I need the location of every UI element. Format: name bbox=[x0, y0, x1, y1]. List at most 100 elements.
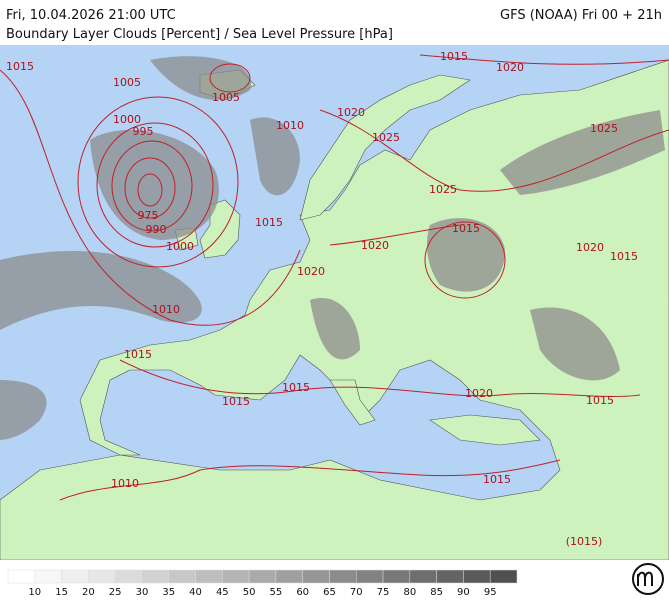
cloud-area bbox=[150, 56, 252, 100]
legend-swatch bbox=[248, 569, 277, 584]
isobar-label: 1025 bbox=[590, 122, 618, 135]
isobar bbox=[59, 459, 561, 501]
isobar-label: 1015 bbox=[483, 473, 511, 486]
legend-label: 75 bbox=[377, 587, 390, 598]
isobar-label: 1015 bbox=[610, 250, 638, 263]
cloud-area bbox=[500, 110, 665, 195]
cloud-area bbox=[250, 117, 300, 196]
legend-swatch bbox=[275, 569, 303, 584]
legend-swatch bbox=[302, 569, 330, 584]
isobar-label: 1020 bbox=[337, 106, 365, 119]
legend-label: 35 bbox=[162, 587, 175, 598]
cloud-area bbox=[90, 130, 219, 240]
legend-swatch bbox=[7, 569, 36, 584]
isobar bbox=[424, 221, 506, 299]
isobar bbox=[137, 173, 163, 207]
isobar-label: 1015 bbox=[255, 216, 283, 229]
isobar bbox=[329, 224, 461, 246]
isobar bbox=[319, 109, 669, 192]
legend-label: 10 bbox=[28, 587, 41, 598]
land bbox=[299, 74, 471, 221]
isobar-label: 1015 bbox=[586, 394, 614, 407]
title: Fri, 10.04.2026 21:00 UTC bbox=[6, 8, 176, 23]
isobar-label: 1015 bbox=[282, 381, 310, 394]
isobar-label: 1010 bbox=[276, 119, 304, 132]
isobar bbox=[0, 69, 301, 326]
land bbox=[429, 414, 541, 446]
isobar-label: 1025 bbox=[372, 131, 400, 144]
isobar-label: 975 bbox=[138, 209, 159, 222]
isobar-label: 1020 bbox=[576, 241, 604, 254]
legend-swatch bbox=[463, 569, 491, 584]
legend-label: 90 bbox=[457, 587, 470, 598]
legend-label: 50 bbox=[243, 587, 256, 598]
isobar bbox=[419, 54, 669, 65]
isobar bbox=[119, 359, 641, 397]
legend-label: 65 bbox=[323, 587, 336, 598]
isobar-label: 1020 bbox=[496, 61, 524, 74]
legend-label: 30 bbox=[136, 587, 149, 598]
isobar-label: 990 bbox=[146, 223, 167, 236]
legend-label: 40 bbox=[189, 587, 202, 598]
legend-label: 95 bbox=[484, 587, 497, 598]
map-area bbox=[0, 45, 669, 561]
legend-swatch bbox=[329, 569, 357, 584]
logo-ring bbox=[632, 563, 664, 595]
isobar-label: 1020 bbox=[465, 387, 493, 400]
legend-label: 80 bbox=[403, 587, 416, 598]
isobar bbox=[96, 122, 214, 248]
isobar-label: 995 bbox=[133, 125, 154, 138]
legend-swatch bbox=[34, 569, 62, 584]
legend-swatch bbox=[141, 569, 169, 584]
cloud-area bbox=[530, 307, 620, 381]
isobar-label: (1015) bbox=[566, 535, 603, 548]
legend-swatch bbox=[61, 569, 89, 584]
land bbox=[329, 379, 376, 426]
isobar-label: 1020 bbox=[361, 239, 389, 252]
legend-label: 55 bbox=[270, 587, 283, 598]
isobar-label: 1015 bbox=[222, 395, 250, 408]
isobar-label: 1015 bbox=[452, 222, 480, 235]
legend-swatch bbox=[168, 569, 196, 584]
logo bbox=[632, 563, 664, 595]
isobar bbox=[77, 96, 239, 268]
isobar-label: 1010 bbox=[111, 477, 139, 490]
legend-swatch bbox=[489, 569, 518, 584]
legend-swatch bbox=[356, 569, 384, 584]
legend-label: 60 bbox=[296, 587, 309, 598]
isobar-label: 1005 bbox=[212, 91, 240, 104]
legend-label: 45 bbox=[216, 587, 229, 598]
model-info: GFS (NOAA) Fri 00 + 21h bbox=[500, 8, 662, 23]
legend: 10 15 20 25 30 35 40 45 50 55 60 65 70 75 80 85 90 95 bbox=[7, 569, 518, 598]
legend-label: 15 bbox=[55, 587, 68, 598]
isobar-label: 1010 bbox=[152, 303, 180, 316]
cloud-area bbox=[0, 380, 47, 440]
legend-swatch bbox=[409, 569, 437, 584]
isobar-label: 1000 bbox=[113, 113, 141, 126]
cloud-area bbox=[427, 218, 505, 292]
isobar bbox=[124, 157, 176, 219]
legend-swatch bbox=[114, 569, 143, 584]
isobar-label: 1025 bbox=[429, 183, 457, 196]
isobar-label: 1015 bbox=[124, 348, 152, 361]
legend-label: 20 bbox=[82, 587, 95, 598]
isobar bbox=[209, 63, 251, 93]
isobar-label: 1000 bbox=[166, 240, 194, 253]
legend-swatch bbox=[436, 569, 464, 584]
isobar-label: 1005 bbox=[113, 76, 141, 89]
legend-swatch bbox=[222, 569, 250, 584]
legend-label: 70 bbox=[350, 587, 363, 598]
subtitle: Boundary Layer Clouds [Percent] / Sea Le… bbox=[6, 27, 393, 42]
legend-swatch bbox=[88, 569, 116, 584]
legend-swatch bbox=[195, 569, 223, 584]
legend-swatch bbox=[382, 569, 411, 584]
legend-label: 25 bbox=[109, 587, 122, 598]
isobar-label: 1020 bbox=[297, 265, 325, 278]
logo-mark bbox=[637, 571, 653, 586]
isobar-label: 1015 bbox=[440, 50, 468, 63]
legend-label: 85 bbox=[430, 587, 443, 598]
cloud-area bbox=[310, 298, 360, 360]
isobar-label: 1015 bbox=[6, 60, 34, 73]
